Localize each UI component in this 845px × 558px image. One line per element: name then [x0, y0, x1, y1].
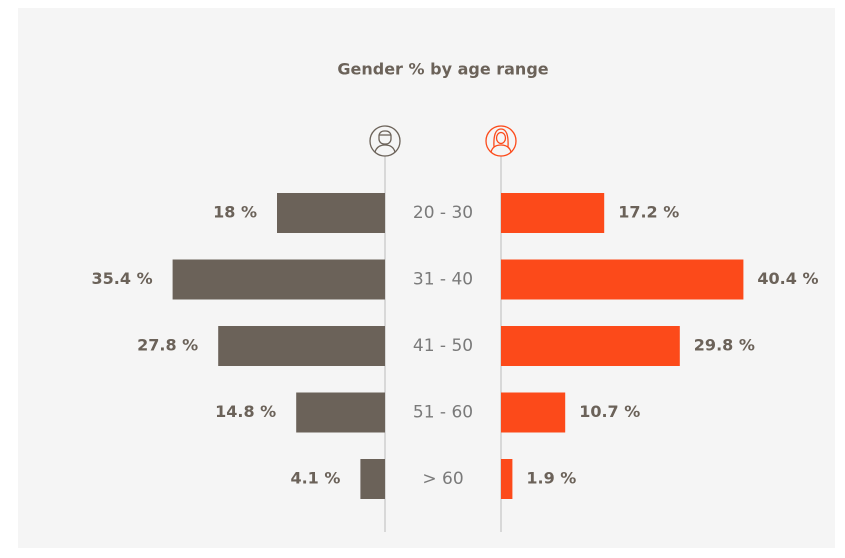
value-label: 35.4 %: [92, 269, 153, 288]
male-bar: [172, 259, 385, 300]
female-bar: [501, 193, 605, 233]
category-label: 51 - 60: [413, 403, 473, 423]
female-bar: [501, 459, 513, 499]
male-icon: [369, 125, 401, 157]
value-label: 10.7 %: [579, 402, 640, 421]
female-bar: [501, 392, 566, 433]
value-label: 40.4 %: [757, 269, 818, 288]
category-label: 41 - 50: [413, 336, 473, 356]
value-label: 17.2 %: [618, 203, 679, 222]
value-label: 1.9 %: [526, 469, 576, 488]
value-label: 18 %: [213, 203, 257, 222]
category-label: > 60: [422, 469, 463, 489]
male-bar: [277, 193, 385, 233]
male-bar: [218, 326, 385, 366]
category-label: 31 - 40: [413, 270, 473, 290]
value-label: 27.8 %: [137, 336, 198, 355]
chart-title: Gender % by age range: [337, 60, 548, 79]
male-bar: [296, 392, 385, 433]
female-bar: [501, 326, 680, 366]
value-label: 29.8 %: [694, 336, 755, 355]
category-label: 20 - 30: [413, 203, 473, 223]
female-bar: [501, 259, 744, 300]
female-icon: [485, 125, 517, 157]
value-label: 14.8 %: [215, 402, 276, 421]
male-bar: [360, 459, 385, 499]
value-label: 4.1 %: [290, 469, 340, 488]
